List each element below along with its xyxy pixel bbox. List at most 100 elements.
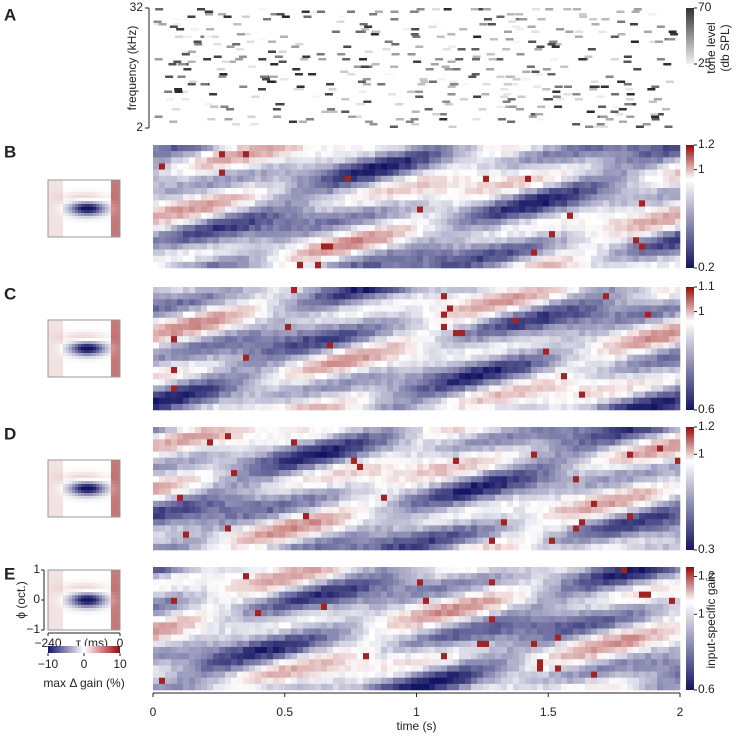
filter-cell	[96, 359, 99, 362]
heatmap-cell	[459, 200, 465, 206]
heatmap-cell	[303, 188, 309, 194]
heatmap-cell	[369, 336, 375, 342]
heatmap-cell	[177, 349, 183, 355]
heatmap-cell	[357, 318, 363, 324]
heatmap-cell	[165, 170, 171, 176]
tone	[507, 13, 515, 16]
heatmap-cell	[267, 207, 273, 213]
heatmap-cell	[675, 342, 680, 348]
heatmap-cell	[573, 225, 579, 231]
heatmap-cell	[255, 324, 261, 330]
heatmap-cell	[483, 207, 489, 213]
heatmap-cell	[423, 361, 429, 367]
heatmap-cell	[489, 287, 495, 293]
heatmap-cell	[633, 367, 639, 373]
heatmap-cell	[597, 336, 603, 342]
heatmap-cell	[387, 170, 393, 176]
heatmap-cell	[495, 200, 501, 206]
heatmap-cell	[393, 293, 399, 299]
heatmap-cell	[525, 225, 531, 231]
heatmap-cell	[567, 336, 573, 342]
tone	[500, 88, 508, 91]
heatmap-cell	[399, 392, 405, 398]
heatmap-cell	[609, 262, 615, 268]
heatmap-cell	[159, 470, 165, 476]
filter-cell	[114, 204, 117, 207]
heatmap-cell	[585, 213, 591, 219]
heatmap-cell	[639, 243, 645, 249]
heatmap-cell	[447, 287, 453, 293]
heatmap-cell	[171, 513, 177, 519]
heatmap-cell	[153, 398, 159, 404]
heatmap-cell	[363, 225, 369, 231]
heatmap-cell	[201, 262, 207, 268]
heatmap-cell	[567, 231, 573, 237]
filter-cell	[87, 201, 90, 204]
heatmap-cell	[207, 373, 213, 379]
heatmap-cell	[417, 219, 423, 225]
heatmap-cell	[573, 243, 579, 249]
heatmap-cell	[621, 243, 627, 249]
heatmap-cell	[633, 361, 639, 367]
heatmap-cell	[435, 250, 441, 256]
heatmap-cell	[315, 219, 321, 225]
heatmap-cell	[603, 176, 609, 182]
heatmap-cell	[351, 182, 357, 188]
heatmap-cell	[327, 262, 333, 268]
heatmap-cell	[579, 312, 585, 318]
heatmap-cell	[255, 392, 261, 398]
heatmap-cell	[381, 305, 387, 311]
heatmap-cell	[621, 318, 627, 324]
heatmap-cell	[519, 379, 525, 385]
filter-cell	[78, 201, 81, 204]
heatmap-cell	[579, 231, 585, 237]
heatmap-cell	[387, 342, 393, 348]
filter-cell	[63, 371, 66, 374]
heatmap-cell	[657, 256, 663, 262]
heatmap-cell	[621, 213, 627, 219]
heatmap-cell	[255, 213, 261, 219]
heatmap-cell	[165, 392, 171, 398]
filter-cell	[105, 323, 108, 326]
filter-cell	[60, 210, 63, 213]
heatmap-cell	[603, 385, 609, 391]
heatmap-cell	[189, 336, 195, 342]
heatmap-cell	[549, 151, 555, 157]
heatmap-cell	[255, 207, 261, 213]
heatmap-cell	[471, 182, 477, 188]
heatmap-cell	[363, 163, 369, 169]
filter-cell	[72, 323, 75, 326]
heatmap-cell	[663, 200, 669, 206]
filter-cell	[111, 192, 114, 195]
heatmap-cell	[249, 262, 255, 268]
heatmap-cell	[159, 385, 165, 391]
filter-cell	[51, 365, 54, 368]
filter-cell	[81, 368, 84, 371]
heatmap-cell	[633, 145, 639, 151]
heatmap-cell	[435, 361, 441, 367]
heatmap-cell	[459, 398, 465, 404]
heatmap-cell	[165, 237, 171, 243]
heatmap-cell	[153, 427, 159, 433]
heatmap-cell	[483, 312, 489, 318]
heatmap-cell	[249, 182, 255, 188]
heatmap-cell	[675, 361, 680, 367]
filter-cell	[57, 228, 60, 231]
heatmap-cell	[507, 188, 513, 194]
heatmap-cell	[309, 379, 315, 385]
heatmap-cell	[531, 385, 537, 391]
filter-cell	[87, 344, 90, 347]
filter-cell	[63, 207, 66, 210]
filter-cell	[90, 231, 93, 234]
heatmap-cell	[249, 355, 255, 361]
heatmap-cell	[315, 225, 321, 231]
heatmap-cell	[651, 207, 657, 213]
heatmap-cell	[663, 231, 669, 237]
filter-cell	[60, 222, 63, 225]
heatmap-cell	[459, 305, 465, 311]
heatmap-cell	[399, 318, 405, 324]
heatmap-cell	[285, 176, 291, 182]
heatmap-cell	[153, 464, 159, 470]
heatmap-cell	[639, 299, 645, 305]
tone	[258, 38, 266, 41]
